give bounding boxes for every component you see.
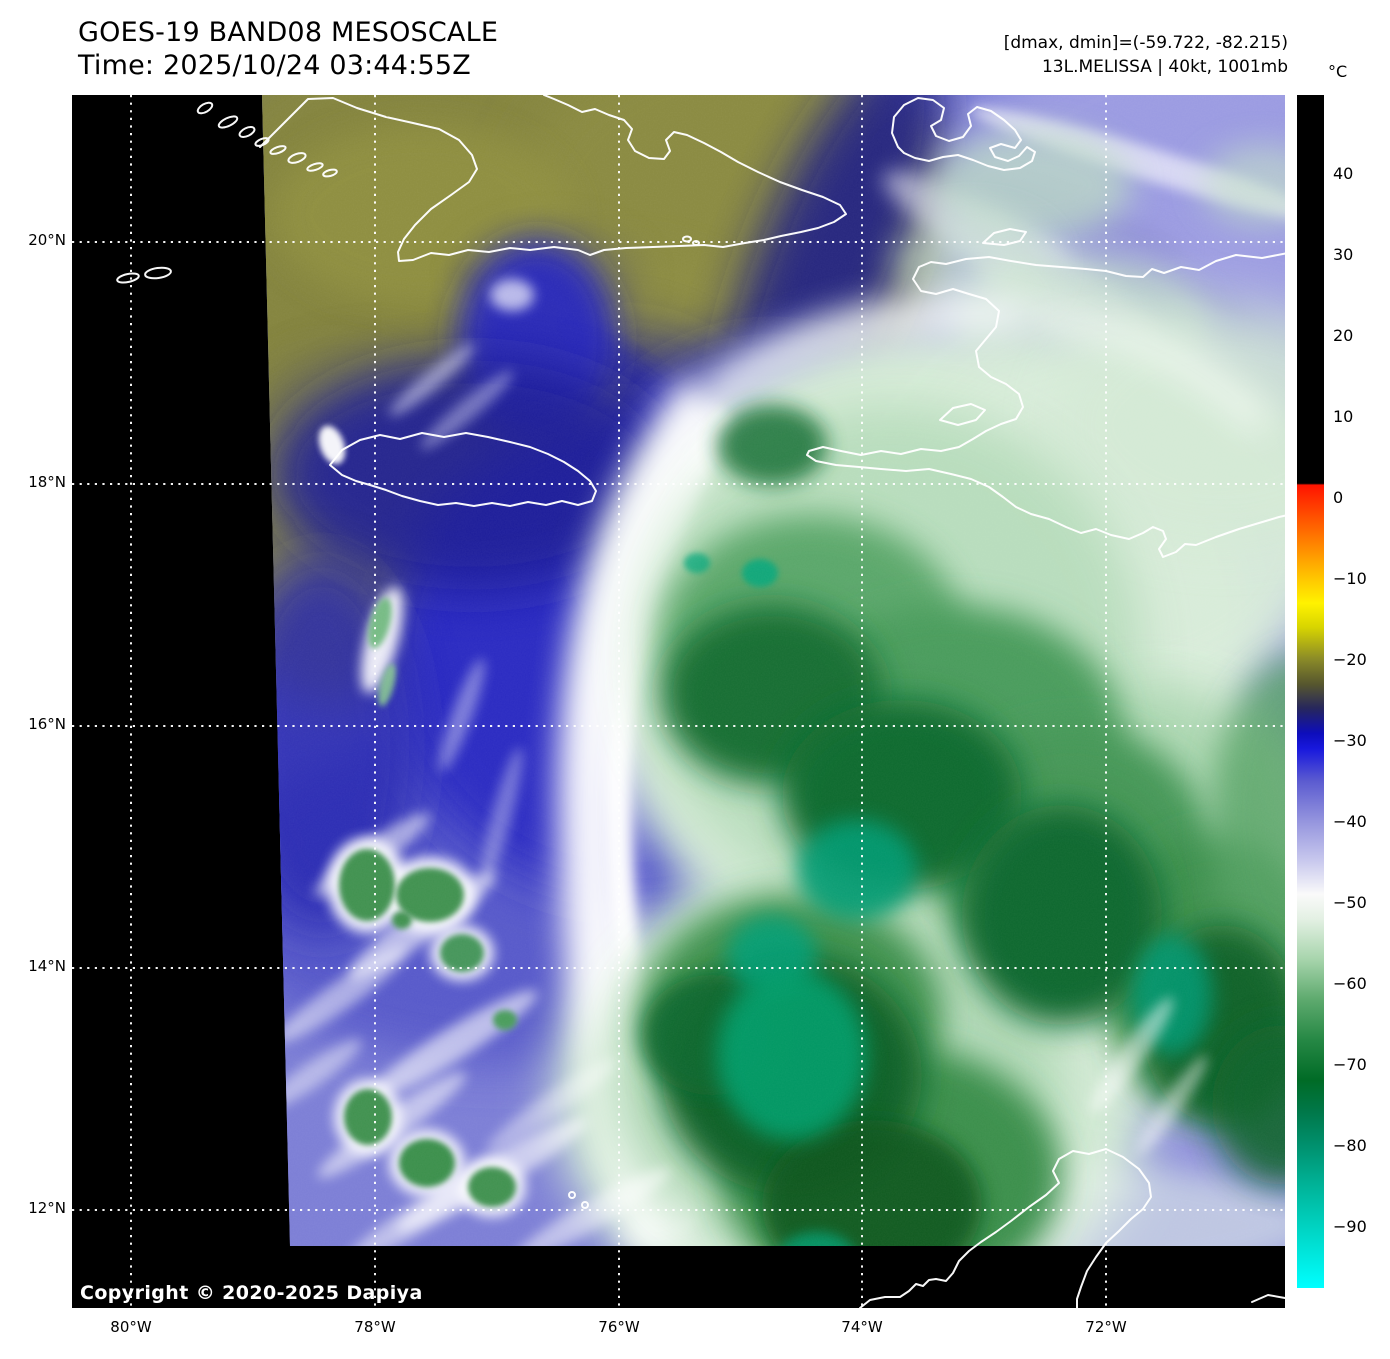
latitude-gridlines bbox=[72, 241, 1285, 1211]
longitude-label: 78°W bbox=[354, 1318, 396, 1336]
coastline-small-islets bbox=[568, 1191, 589, 1209]
coastline-guajira-peninsula bbox=[859, 1148, 1152, 1308]
storm-info: 13L.MELISSA | 40kt, 1001mb bbox=[1041, 57, 1288, 77]
latitude-label: 20°N bbox=[28, 231, 66, 249]
coastline-south-america-corner bbox=[1251, 1294, 1285, 1303]
longitude-label: 74°W bbox=[841, 1318, 883, 1336]
coastline-great-inagua bbox=[891, 97, 1036, 171]
colorbar-tick: 0 bbox=[1333, 488, 1344, 507]
product-title: GOES-19 BAND08 MESOSCALE bbox=[78, 17, 499, 48]
product-timestamp: Time: 2025/10/24 03:44:55Z bbox=[78, 50, 471, 81]
colorbar-tick: −10 bbox=[1333, 569, 1367, 588]
latitude-label: 12°N bbox=[28, 1199, 66, 1217]
longitude-gridlines bbox=[130, 95, 1107, 1308]
coastline-cuba bbox=[259, 95, 847, 262]
longitude-label: 76°W bbox=[598, 1318, 640, 1336]
colorbar-tick: 40 bbox=[1333, 164, 1354, 183]
colorbar-tick: 20 bbox=[1333, 326, 1354, 345]
latitude-label: 16°N bbox=[28, 715, 66, 733]
colorbar bbox=[1297, 95, 1324, 1288]
longitude-label: 72°W bbox=[1085, 1318, 1127, 1336]
coastline-tortuga-island bbox=[982, 228, 1027, 246]
colorbar-unit-label: °C bbox=[1328, 62, 1348, 81]
colorbar-tick: −20 bbox=[1333, 650, 1367, 669]
colorbar-tick: −40 bbox=[1333, 812, 1367, 831]
colorbar-tick: 10 bbox=[1333, 407, 1354, 426]
longitude-label: 80°W bbox=[110, 1318, 152, 1336]
colorbar-tick: −80 bbox=[1333, 1136, 1367, 1155]
colorbar-tick: −30 bbox=[1333, 731, 1367, 750]
satellite-map bbox=[72, 95, 1285, 1308]
colorbar-tick: −60 bbox=[1333, 974, 1367, 993]
coastline-cuban-cays bbox=[196, 101, 700, 246]
colorbar-tick: −70 bbox=[1333, 1055, 1367, 1074]
copyright-notice: Copyright © 2020-2025 Dapiya bbox=[80, 1282, 423, 1304]
latitude-label: 18°N bbox=[28, 473, 66, 491]
colorbar-tick: −90 bbox=[1333, 1217, 1367, 1236]
coastline-gonave-island bbox=[939, 403, 986, 426]
latitude-label: 14°N bbox=[28, 957, 66, 975]
dmax-dmin-readout: [dmax, dmin]=(-59.722, -82.215) bbox=[1003, 33, 1288, 53]
coastline-cayman-islands bbox=[116, 266, 172, 284]
satellite-imagery bbox=[262, 95, 1285, 1246]
colorbar-tick: 30 bbox=[1333, 245, 1354, 264]
coastline-jamaica bbox=[329, 432, 597, 507]
coastline-hispaniola bbox=[806, 252, 1285, 558]
colorbar-tick: −50 bbox=[1333, 893, 1367, 912]
